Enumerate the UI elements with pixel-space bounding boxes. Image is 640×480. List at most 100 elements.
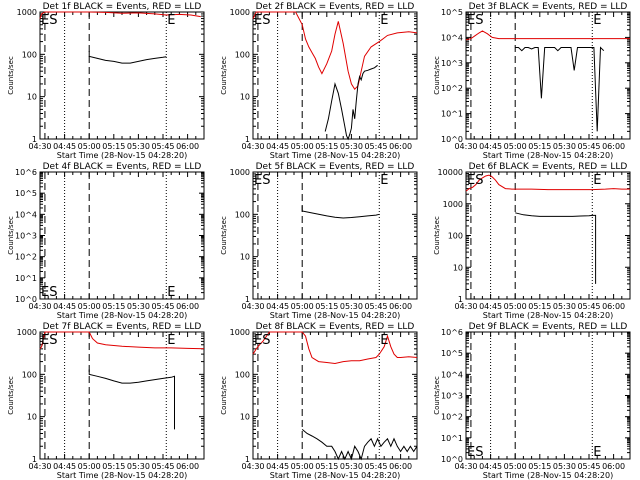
y-tick-label: 10^2: [15, 253, 37, 262]
event-marker-label: E: [380, 173, 388, 188]
y-tick-label: 1: [245, 135, 250, 144]
x-tick-label: 04:45: [479, 302, 502, 311]
x-tick-label: 05:30: [340, 462, 363, 471]
chart-title: Det 4f BLACK = Events, RED = LLD: [43, 162, 202, 172]
y-tick-label: 10^5: [441, 349, 463, 358]
x-tick-label: 05:00: [504, 462, 527, 471]
x-tick-label: 04:30: [454, 462, 477, 471]
x-tick-label: 04:45: [53, 142, 76, 151]
x-tick-label: 04:30: [241, 142, 264, 151]
x-tick-label: 05:15: [528, 462, 551, 471]
y-tick-label: 10: [240, 93, 250, 102]
x-tick-label: 04:45: [266, 462, 289, 471]
series-line-lld: [465, 174, 630, 192]
y-tick-label: 1: [32, 455, 37, 464]
y-tick-label: 10: [27, 93, 37, 102]
x-tick-label: 04:45: [53, 462, 76, 471]
y-tick-label: 10^3: [15, 232, 37, 241]
x-axis-label: Start Time (28-Nov-15 04:28:20): [57, 471, 187, 480]
y-tick-label: 10^3: [441, 392, 463, 401]
x-tick-label: 05:30: [127, 302, 150, 311]
y-tick-label: 10^1: [441, 434, 463, 443]
x-tick-label: 04:45: [479, 142, 502, 151]
y-tick-label: 10000: [438, 168, 463, 177]
y-axis-label: Counts/sec: [220, 216, 228, 255]
y-tick-label: 10^1: [15, 274, 37, 283]
series-line-lld: [252, 11, 418, 90]
y-tick-label: 10: [453, 263, 463, 272]
chart-panel-1: Det 1f BLACK = Events, RED = LLD 1 10 100 10…: [7, 2, 205, 160]
chart-title: Det 2f BLACK = Events, RED = LLD: [256, 2, 415, 12]
y-axis-label: Counts/sec: [7, 216, 15, 255]
y-tick-label: 10^0: [15, 295, 37, 304]
y-tick-label: 100: [235, 50, 250, 59]
event-marker-label: E: [167, 285, 175, 300]
x-tick-label: 04:30: [28, 462, 51, 471]
x-tick-label: 05:30: [340, 142, 363, 151]
y-axis-label: Counts/sec: [7, 376, 15, 415]
y-axis-label: Counts/sec: [433, 56, 441, 95]
x-axis-label: Start Time (28-Nov-15 04:28:20): [270, 151, 400, 160]
x-axis-label: Start Time (28-Nov-15 04:28:20): [270, 471, 400, 480]
chart-title: Det 7f BLACK = Events, RED = LLD: [43, 322, 202, 332]
y-axis-label: Counts/sec: [433, 376, 441, 415]
y-axis-label: Counts/sec: [220, 56, 228, 95]
y-tick-label: 1000: [230, 168, 250, 177]
x-axis-label: Start Time (28-Nov-15 04:28:20): [483, 151, 613, 160]
x-tick-label: 05:00: [78, 302, 101, 311]
x-tick-label: 05:15: [528, 142, 551, 151]
x-tick-label: 06:00: [602, 462, 625, 471]
x-tick-label: 06:00: [602, 302, 625, 311]
x-tick-label: 04:45: [53, 302, 76, 311]
x-tick-label: 05:45: [577, 462, 600, 471]
x-tick-label: 04:30: [241, 462, 264, 471]
x-tick-label: 06:00: [389, 142, 412, 151]
event-marker-label: ES: [41, 285, 57, 300]
event-marker-label: ES: [254, 333, 270, 348]
x-tick-label: 05:15: [102, 462, 125, 471]
y-tick-label: 1000: [17, 8, 37, 17]
event-marker-label: ES: [41, 13, 57, 28]
series-line-lld: [39, 11, 201, 19]
y-tick-label: 10^4: [441, 370, 463, 379]
event-marker-label: E: [593, 13, 601, 28]
y-tick-label: 10^6: [441, 328, 463, 337]
series-line-events: [515, 212, 597, 284]
event-marker-label: E: [380, 333, 388, 348]
series-line-lld: [252, 331, 418, 365]
x-tick-label: 06:00: [176, 142, 199, 151]
x-tick-label: 05:45: [364, 462, 387, 471]
chart-panel-7: Det 7f BLACK = Events, RED = LLD 1 10 100 10…: [7, 322, 205, 480]
x-tick-label: 05:45: [364, 302, 387, 311]
chart-panel-4: Det 4f BLACK = Events, RED = LLD 10^0 10^1…: [7, 162, 205, 320]
y-tick-label: 100: [22, 50, 37, 59]
x-tick-label: 05:45: [151, 462, 174, 471]
x-tick-label: 05:00: [291, 142, 314, 151]
chart-title: Det 9f BLACK = Events, RED = LLD: [469, 322, 628, 332]
x-tick-label: 06:00: [176, 462, 199, 471]
chart-title: Det 8f BLACK = Events, RED = LLD: [256, 322, 415, 332]
series-line-lld: [39, 331, 205, 350]
y-tick-label: 10^5: [441, 8, 463, 17]
x-tick-label: 06:00: [602, 142, 625, 151]
x-tick-label: 05:15: [528, 302, 551, 311]
x-tick-label: 04:30: [454, 302, 477, 311]
x-axis-label: Start Time (28-Nov-15 04:28:20): [57, 311, 187, 320]
y-tick-label: 10^5: [15, 189, 37, 198]
x-tick-label: 06:00: [389, 462, 412, 471]
x-tick-label: 05:00: [291, 462, 314, 471]
y-tick-label: 10: [240, 253, 250, 262]
event-marker-label: E: [167, 13, 175, 28]
series-line-lld: [465, 30, 630, 41]
x-tick-label: 05:45: [577, 142, 600, 151]
x-tick-label: 04:45: [266, 302, 289, 311]
x-tick-label: 05:00: [291, 302, 314, 311]
y-tick-label: 10^4: [15, 210, 37, 219]
x-tick-label: 05:00: [78, 142, 101, 151]
chart-title: Det 6f BLACK = Events, RED = LLD: [469, 162, 628, 172]
x-tick-label: 04:30: [28, 142, 51, 151]
y-axis-label: Counts/sec: [7, 56, 15, 95]
x-axis-label: Start Time (28-Nov-15 04:28:20): [270, 311, 400, 320]
y-tick-label: 10^6: [15, 168, 37, 177]
x-tick-label: 05:30: [127, 462, 150, 471]
